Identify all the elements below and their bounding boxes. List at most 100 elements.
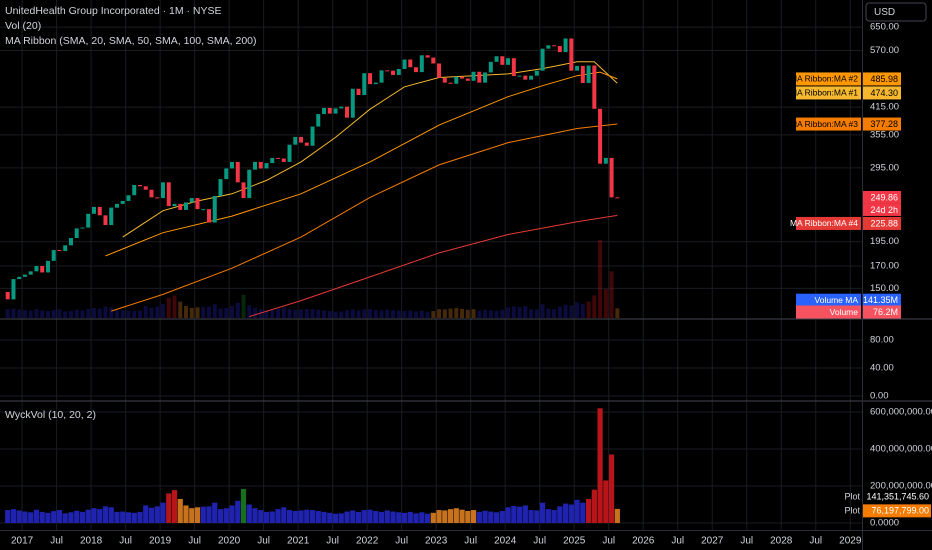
plot-label: Plot 141,351,745.60: [844, 490, 931, 504]
candle-body: [575, 65, 580, 71]
volume-bar: [212, 304, 217, 318]
volume-bar: [580, 502, 586, 524]
candle-body: [425, 55, 430, 58]
candle-body: [437, 63, 442, 78]
candle-body: [442, 77, 447, 83]
volume-bar: [166, 297, 171, 318]
candle-body: [603, 157, 608, 164]
volume-label: Volume 76.2M: [796, 305, 901, 319]
volume-bar: [390, 511, 396, 524]
candle-body: [86, 213, 91, 228]
candle-body: [212, 195, 217, 223]
volume-bar: [155, 306, 160, 318]
volume-bar: [86, 308, 91, 318]
volume-bar: [80, 310, 85, 318]
volume-bar: [396, 310, 401, 318]
volume-bar: [126, 310, 131, 318]
currency-label[interactable]: USD: [874, 7, 895, 18]
candle-body: [546, 45, 551, 49]
candle-body: [235, 161, 240, 183]
volume-bar: [436, 510, 442, 524]
volume-bar: [615, 308, 620, 318]
volume-bar: [97, 308, 102, 318]
x-tick-label: 2024: [494, 536, 517, 547]
volume-bar: [362, 309, 367, 318]
candle-body: [17, 276, 22, 280]
grid-layer: [0, 0, 862, 530]
candle-body: [172, 203, 177, 207]
candle-body: [230, 161, 235, 169]
price-label-value-box: [863, 117, 901, 131]
volume-bar: [551, 510, 557, 524]
volume-bar: [276, 308, 281, 318]
volume-bar: [246, 504, 252, 524]
volume-bar: [293, 309, 298, 318]
volume-label-name: Volume: [830, 307, 859, 317]
x-tick-label: 2021: [287, 536, 310, 547]
volume-bar: [51, 309, 56, 318]
candle-body: [207, 209, 212, 223]
data-layer: [5, 38, 620, 524]
volume-bar: [574, 499, 580, 524]
volume-bar: [494, 310, 499, 318]
price-label-name-box: [796, 86, 861, 100]
volume-bar: [568, 504, 574, 524]
x-tick-label: 2027: [701, 536, 724, 547]
y-tick-label: 355.00: [870, 129, 899, 140]
x-tick-label: 2025: [563, 536, 586, 547]
candle-body: [580, 65, 585, 84]
volume-bar: [189, 307, 194, 318]
volume-bar: [477, 310, 482, 318]
candle-body: [471, 71, 476, 81]
y-tick-label: 80.00: [870, 335, 894, 346]
y-tick-label: 400,000,000.00: [870, 444, 932, 455]
candle-body: [160, 182, 165, 199]
volume-bar: [488, 310, 493, 318]
volume-bar: [45, 512, 51, 524]
candle-body: [91, 206, 96, 214]
candle-body: [373, 82, 378, 85]
volume-bar: [350, 510, 356, 524]
y-tick-label: 295.00: [870, 162, 899, 173]
volume-bar: [281, 307, 286, 318]
volume-bar: [345, 310, 350, 318]
candle-body: [419, 55, 424, 73]
volume-bar: [269, 511, 275, 524]
volume-bar: [63, 311, 68, 318]
candle-body: [264, 163, 269, 169]
candle-body: [529, 75, 534, 80]
price-label: MA Ribbon:MA #2 485.98: [790, 72, 901, 86]
price-label: MA Ribbon:MA #1 474.30: [790, 86, 901, 100]
price-label-name-box: [796, 216, 861, 230]
plot-label-box: [863, 504, 931, 518]
volume-bar: [447, 509, 454, 524]
chart-title: UnitedHealth Group Incorporated · 1M · N…: [5, 5, 222, 17]
volume-bar: [338, 513, 344, 524]
candle-body: [57, 250, 62, 252]
price-label-name-box: [796, 72, 861, 86]
volume-bar: [270, 310, 275, 318]
candle-body: [45, 260, 50, 273]
volume-bar: [379, 310, 384, 318]
volume-bar: [45, 311, 50, 318]
candle-body: [137, 184, 142, 187]
last-price-value: 249.86: [870, 192, 898, 202]
volume-bar: [378, 511, 385, 524]
volume-bar: [39, 511, 45, 524]
currency-button[interactable]: USD: [865, 2, 927, 22]
candle-body: [615, 197, 620, 199]
volume-bar: [194, 507, 201, 524]
button-frame[interactable]: [865, 2, 927, 22]
price-label-name: MA Ribbon:MA #1: [790, 88, 858, 98]
y-tick-label: 150.00: [870, 283, 899, 294]
last-price-value-box: [863, 190, 901, 204]
candle-body: [155, 197, 160, 199]
volume-bar: [200, 506, 206, 524]
candle-body: [224, 168, 229, 180]
x-tick-label: Jul: [395, 536, 408, 547]
price-label-value-box: [863, 72, 901, 86]
volume-bar: [148, 507, 155, 524]
candle-body: [5, 291, 10, 300]
candle-body: [592, 65, 597, 109]
